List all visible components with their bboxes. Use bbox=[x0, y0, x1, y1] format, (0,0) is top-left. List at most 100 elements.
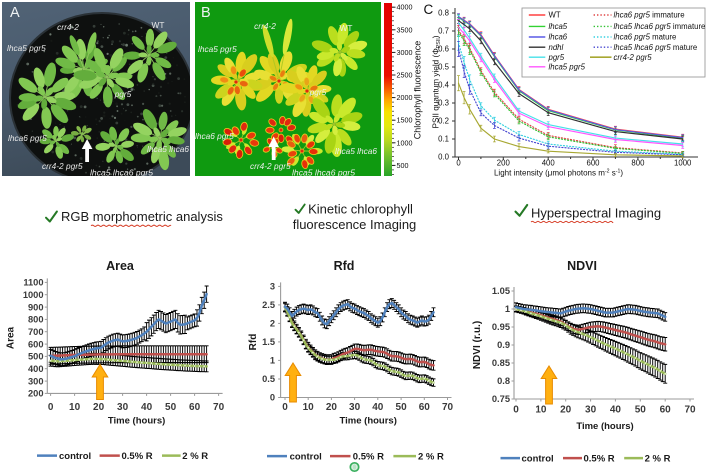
svg-text:500: 500 bbox=[28, 352, 44, 362]
svg-text:Time (hours): Time (hours) bbox=[108, 416, 165, 427]
svg-text:20: 20 bbox=[560, 405, 572, 416]
svg-text:60: 60 bbox=[189, 402, 201, 413]
svg-text:0: 0 bbox=[282, 402, 288, 413]
svg-text:0.5% R: 0.5% R bbox=[353, 452, 384, 463]
svg-text:0.3: 0.3 bbox=[438, 99, 449, 108]
svg-text:70: 70 bbox=[684, 405, 696, 416]
svg-text:40: 40 bbox=[141, 402, 153, 413]
svg-text:200: 200 bbox=[28, 389, 44, 399]
svg-text:WT: WT bbox=[549, 11, 561, 20]
svg-text:2000: 2000 bbox=[397, 93, 413, 102]
svg-text:1: 1 bbox=[505, 304, 510, 314]
svg-text:0.75: 0.75 bbox=[492, 394, 510, 404]
svg-text:30: 30 bbox=[117, 402, 129, 413]
svg-text:0.7: 0.7 bbox=[438, 27, 449, 36]
svg-text:1000: 1000 bbox=[397, 138, 413, 147]
svg-text:3000: 3000 bbox=[397, 48, 413, 57]
svg-text:800: 800 bbox=[28, 315, 44, 325]
svg-text:0.8: 0.8 bbox=[438, 9, 449, 18]
svg-text:2 % R: 2 % R bbox=[418, 452, 444, 463]
svg-text:2.5: 2.5 bbox=[262, 300, 275, 310]
svg-text:0.5% R: 0.5% R bbox=[584, 454, 615, 465]
svg-text:0.4: 0.4 bbox=[438, 81, 450, 90]
svg-text:0.8: 0.8 bbox=[497, 376, 510, 386]
svg-text:fluorescence Imaging: fluorescence Imaging bbox=[293, 217, 417, 232]
svg-text:70: 70 bbox=[442, 402, 454, 413]
svg-text:10: 10 bbox=[303, 402, 315, 413]
svg-text:Chlorophyll fluorescence: Chlorophyll fluorescence bbox=[413, 41, 423, 140]
svg-text:control: control bbox=[522, 454, 554, 465]
svg-text:600: 600 bbox=[586, 159, 600, 168]
svg-text:2 % R: 2 % R bbox=[182, 451, 208, 462]
svg-text:lhca6 pgr5: lhca6 pgr5 bbox=[195, 131, 234, 141]
svg-text:crr4-2: crr4-2 bbox=[57, 22, 79, 32]
svg-text:1: 1 bbox=[270, 356, 275, 366]
svg-text:0: 0 bbox=[456, 159, 461, 168]
svg-text:0.6: 0.6 bbox=[438, 45, 449, 54]
svg-text:3: 3 bbox=[270, 282, 275, 292]
svg-text:0.1: 0.1 bbox=[438, 135, 449, 144]
svg-text:300: 300 bbox=[28, 376, 44, 386]
svg-text:0: 0 bbox=[513, 405, 519, 416]
svg-text:Area: Area bbox=[6, 326, 17, 349]
svg-text:NDVI: NDVI bbox=[567, 259, 597, 273]
svg-text:4000: 4000 bbox=[397, 3, 413, 12]
svg-text:50: 50 bbox=[635, 405, 647, 416]
svg-text:0.0: 0.0 bbox=[438, 153, 450, 162]
svg-text:lhca6 pgr5: lhca6 pgr5 bbox=[8, 133, 47, 143]
svg-text:0.5: 0.5 bbox=[438, 63, 450, 72]
svg-text:20: 20 bbox=[93, 402, 105, 413]
svg-text:400: 400 bbox=[542, 159, 556, 168]
svg-text:Light intensity (μmol photons: Light intensity (μmol photons m-2 s-1) bbox=[494, 169, 623, 178]
svg-text:10: 10 bbox=[69, 402, 81, 413]
svg-text:0: 0 bbox=[270, 393, 275, 403]
svg-text:lhca5 lhca6 pgr5: lhca5 lhca6 pgr5 bbox=[292, 168, 355, 178]
svg-text:lhca5 lhca6 pgr5 immature: lhca5 lhca6 pgr5 immature bbox=[614, 22, 706, 31]
svg-text:control: control bbox=[59, 451, 91, 462]
svg-text:ndhl: ndhl bbox=[549, 43, 564, 52]
svg-text:0.5: 0.5 bbox=[262, 374, 275, 384]
svg-text:0.95: 0.95 bbox=[492, 322, 510, 332]
svg-text:50: 50 bbox=[165, 402, 177, 413]
svg-text:700: 700 bbox=[28, 327, 44, 337]
svg-text:pgr5: pgr5 bbox=[114, 89, 132, 99]
svg-text:lhca5: lhca5 bbox=[549, 22, 568, 31]
svg-text:0.85: 0.85 bbox=[492, 358, 510, 368]
svg-text:40: 40 bbox=[610, 405, 622, 416]
svg-text:200: 200 bbox=[497, 159, 511, 168]
svg-text:40: 40 bbox=[372, 402, 384, 413]
svg-text:30: 30 bbox=[349, 402, 361, 413]
svg-text:lhca5 pgr5: lhca5 pgr5 bbox=[7, 43, 46, 53]
svg-text:lhca5 pgr5: lhca5 pgr5 bbox=[549, 62, 586, 71]
svg-text:0.5% R: 0.5% R bbox=[122, 451, 153, 462]
svg-text:crr4-2 pgr5: crr4-2 pgr5 bbox=[614, 53, 653, 62]
svg-text:500: 500 bbox=[397, 161, 409, 170]
svg-text:control: control bbox=[290, 452, 322, 463]
svg-text:1.5: 1.5 bbox=[262, 337, 275, 347]
svg-text:30: 30 bbox=[585, 405, 597, 416]
svg-text:60: 60 bbox=[660, 405, 672, 416]
svg-text:lhca6: lhca6 bbox=[549, 33, 568, 42]
svg-text:400: 400 bbox=[28, 364, 44, 374]
svg-text:Rfd: Rfd bbox=[248, 334, 259, 351]
svg-text:pgr5: pgr5 bbox=[309, 87, 327, 97]
svg-text:900: 900 bbox=[28, 302, 44, 312]
svg-text:A: A bbox=[10, 5, 20, 21]
svg-text:lhca5 lhca6: lhca5 lhca6 bbox=[147, 144, 189, 154]
svg-text:2: 2 bbox=[270, 319, 275, 329]
svg-text:1000: 1000 bbox=[674, 159, 692, 168]
svg-text:Rfd: Rfd bbox=[334, 259, 355, 273]
svg-text:WT: WT bbox=[340, 23, 353, 33]
svg-text:3500: 3500 bbox=[397, 25, 413, 34]
svg-text:crr4-2 pgr5: crr4-2 pgr5 bbox=[250, 161, 291, 171]
svg-text:lhca5 lhca6: lhca5 lhca6 bbox=[335, 146, 377, 156]
svg-text:WT: WT bbox=[152, 20, 165, 30]
svg-text:1100: 1100 bbox=[23, 278, 43, 288]
svg-text:1.05: 1.05 bbox=[492, 286, 510, 296]
svg-text:Area: Area bbox=[106, 259, 135, 273]
svg-text:0: 0 bbox=[48, 402, 54, 413]
svg-text:lhca6 pgr5 immature: lhca6 pgr5 immature bbox=[614, 11, 685, 20]
svg-text:lhca5 lhca6 pgr5: lhca5 lhca6 pgr5 bbox=[90, 168, 153, 178]
svg-text:0.9: 0.9 bbox=[497, 340, 510, 350]
svg-text:crr4-2 pgr5: crr4-2 pgr5 bbox=[42, 161, 83, 171]
